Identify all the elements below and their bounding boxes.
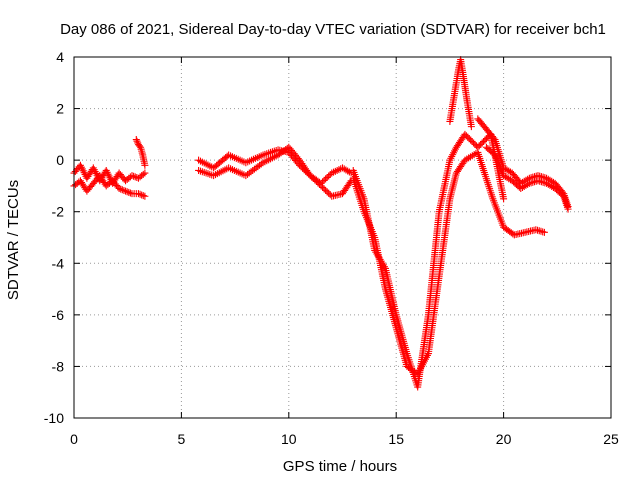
series-early-b (70, 172, 149, 200)
data-point-marker (141, 192, 149, 200)
x-tick-label: 10 (281, 431, 297, 447)
data-point-marker (326, 191, 334, 199)
y-axis-label: SDTVAR / TECUs (5, 180, 22, 300)
y-tick-label: -8 (52, 358, 65, 374)
data-point-marker (117, 185, 125, 193)
data-point-marker (115, 185, 123, 193)
plot-frame (73, 56, 612, 419)
data-point-marker (130, 172, 138, 180)
data-point-marker (317, 182, 325, 190)
data-point-marker (136, 142, 144, 150)
data-point-marker (122, 187, 130, 195)
grid-lines (74, 57, 611, 418)
data-point-marker (126, 189, 134, 197)
data-point-marker (128, 172, 136, 180)
data-point-marker (133, 174, 141, 182)
data-point-marker (323, 173, 331, 181)
x-tick-label: 5 (178, 431, 186, 447)
data-point-marker (467, 123, 475, 131)
y-tick-label: -6 (52, 307, 65, 323)
data-point-marker (133, 137, 141, 145)
data-series-layer (70, 56, 572, 391)
data-point-marker (125, 188, 133, 196)
data-point-marker (136, 190, 144, 198)
data-point-marker (118, 186, 126, 194)
data-point-marker (139, 192, 147, 200)
data-point-marker (257, 160, 265, 168)
data-point-marker (309, 175, 317, 183)
data-point-marker (320, 185, 328, 193)
data-point-marker (325, 189, 333, 197)
data-point-marker (314, 179, 322, 187)
data-point-marker (323, 188, 331, 196)
x-tick-label: 25 (603, 431, 619, 447)
y-tick-label: 0 (56, 152, 64, 168)
data-point-marker (132, 136, 140, 144)
data-point-marker (315, 180, 323, 188)
axis-ticks (73, 56, 612, 419)
y-tick-label: -10 (44, 410, 64, 426)
y-tick-label: 2 (56, 101, 64, 117)
x-tick-label: 20 (496, 431, 512, 447)
axis-tick-labels: 0 5 10 15 20 25 -10 -8 -6 -4 -2 0 2 4 (44, 49, 619, 447)
data-point-marker (311, 176, 319, 184)
data-point-marker (322, 175, 330, 183)
data-point-marker (123, 188, 131, 196)
series-late-a (474, 115, 572, 211)
data-point-marker (319, 183, 327, 191)
y-tick-label: -2 (52, 204, 65, 220)
data-point-marker (320, 176, 328, 184)
series-early-spike (132, 136, 149, 169)
data-point-marker (120, 186, 128, 194)
data-point-marker (312, 178, 320, 186)
x-tick-label: 15 (388, 431, 404, 447)
data-point-marker (308, 173, 316, 181)
series-trough-b (349, 148, 548, 378)
series-peak (446, 56, 475, 131)
series-day-b (195, 143, 355, 200)
x-axis-label: GPS time / hours (283, 458, 397, 475)
data-point-marker (138, 191, 146, 199)
series-day-a (195, 146, 355, 187)
data-point-marker (540, 228, 548, 236)
data-point-marker (322, 186, 330, 194)
chart-title: Day 086 of 2021, Sidereal Day-to-day VTE… (60, 21, 606, 38)
data-point-marker (500, 195, 508, 203)
data-point-marker (141, 161, 149, 169)
data-point-marker (306, 172, 314, 180)
data-point-marker (134, 190, 142, 198)
data-point-marker (139, 170, 147, 178)
data-point-marker (564, 205, 572, 213)
series-late-b (482, 143, 572, 213)
data-point-marker (141, 169, 149, 177)
data-point-marker (325, 172, 333, 180)
data-point-marker (524, 180, 532, 188)
y-tick-label: 4 (56, 49, 64, 65)
y-tick-label: -4 (52, 255, 65, 271)
x-tick-label: 0 (70, 431, 78, 447)
